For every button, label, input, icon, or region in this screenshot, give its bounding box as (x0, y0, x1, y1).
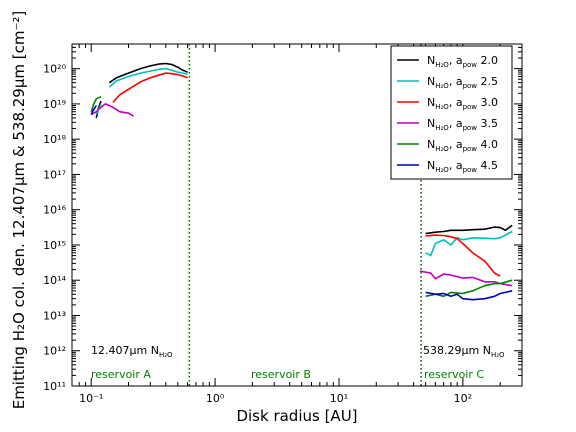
legend-subscript: H₂O (435, 61, 449, 69)
y-tick-label: 10¹⁴ (43, 274, 66, 287)
y-tick-label: 10¹³ (43, 309, 66, 322)
legend-text-part: N (427, 117, 435, 130)
y-tick-label: 10¹² (43, 345, 66, 358)
series-4 (90, 103, 513, 287)
legend-label: NH₂O, apow 2.0 (427, 54, 498, 69)
legend-text-part: N (427, 159, 435, 172)
series-line (90, 103, 135, 117)
left-wavelength-label: 12.407μm NH₂O (91, 344, 173, 359)
series-line (425, 230, 513, 257)
reservoir-label: reservoir A (91, 368, 151, 381)
right-wavelength-label-subscript: H₂O (491, 351, 505, 359)
series-line (108, 67, 188, 88)
legend-subscript: pow (463, 61, 478, 69)
series-6 (90, 105, 513, 301)
series-line (425, 279, 513, 298)
x-tick-label: 10⁻¹ (79, 392, 103, 405)
legend-subscript: H₂O (435, 145, 449, 153)
legend-entry: NH₂O, apow 4.5 (397, 159, 498, 174)
y-tick-label: 10¹¹ (43, 380, 66, 393)
legend-text-part: N (427, 96, 435, 109)
annotations: 12.407μm NH₂O 538.29μm NH₂O reservoir A res… (91, 344, 505, 381)
y-tick-label: 10¹⁷ (43, 168, 66, 181)
series-line (425, 224, 513, 235)
legend-entry: NH₂O, apow 2.5 (397, 75, 498, 90)
left-wavelength-label-subscript: H₂O (159, 351, 173, 359)
right-wavelength-label: 538.29μm NH₂O (423, 344, 505, 359)
legend-text-part: N (427, 54, 435, 67)
legend-entry: NH₂O, apow 4.0 (397, 138, 498, 153)
reservoir-label: reservoir B (251, 368, 311, 381)
legend-label: NH₂O, apow 3.0 (427, 96, 498, 111)
legend-label: NH₂O, apow 4.5 (427, 159, 498, 174)
legend-subscript: H₂O (435, 103, 449, 111)
legend-subscript: H₂O (435, 166, 449, 174)
legend-subscript: H₂O (435, 82, 449, 90)
legend-text-part: 2.5 (477, 75, 498, 88)
legend-entry: NH₂O, apow 3.0 (397, 96, 498, 111)
reservoir-label: reservoir C (424, 368, 484, 381)
series-line (90, 95, 102, 112)
legend-text-part: N (427, 138, 435, 151)
legend-subscript: pow (463, 145, 478, 153)
series-line (419, 270, 513, 287)
series-line (425, 234, 501, 277)
y-tick-label: 10¹⁸ (43, 133, 66, 146)
series-line (108, 62, 188, 84)
legend-text-part: , a (449, 75, 463, 88)
y-axis-label: Emitting H₂O col. den. 12.407μm & 538.29… (10, 11, 28, 410)
legend-subscript: pow (463, 166, 478, 174)
y-tick-label: 10¹⁵ (43, 239, 66, 252)
y-tick-label: 10¹⁹ (43, 98, 66, 111)
legend-label: NH₂O, apow 4.0 (427, 138, 498, 153)
legend-text-part: , a (449, 138, 463, 151)
legend-text-part: , a (449, 117, 463, 130)
legend-label: NH₂O, apow 2.5 (427, 75, 498, 90)
x-axis-label: Disk radius [AU] (236, 407, 357, 425)
legend-text-part: , a (449, 159, 463, 172)
series-line (112, 72, 188, 103)
legend-subscript: H₂O (435, 124, 449, 132)
legend-text-part: , a (449, 96, 463, 109)
legend-subscript: pow (463, 103, 478, 111)
series-5 (90, 95, 513, 298)
axes-layer: 10⁻¹ 10⁰ 10¹ 10² 10¹¹ 10¹² 10¹³ 10¹⁴ 10¹⁵ 10¹⁶ 10¹… (10, 11, 523, 425)
legend-entry: NH₂O, apow 3.5 (397, 117, 498, 132)
legend-box (390, 45, 513, 180)
series-3 (112, 72, 501, 277)
series-layer (90, 62, 513, 301)
legend-text-part: 4.0 (477, 138, 498, 151)
x-tick-label: 10¹ (330, 392, 348, 405)
y-tick-label: 10²⁰ (43, 63, 66, 76)
legend-text-part: N (427, 75, 435, 88)
legend-text-part: , a (449, 54, 463, 67)
legend-label: NH₂O, apow 3.5 (427, 117, 498, 132)
legend-text-part: 3.5 (477, 117, 498, 130)
legend-subscript: pow (463, 82, 478, 90)
legend-entry: NH₂O, apow 2.0 (397, 54, 498, 69)
legend-text-part: 3.0 (477, 96, 498, 109)
legend-text-part: 2.0 (477, 54, 498, 67)
legend-text-part: 4.5 (477, 159, 498, 172)
series-line (90, 105, 97, 115)
legend-subscript: pow (463, 124, 478, 132)
x-tick-label: 10² (454, 392, 472, 405)
y-tick-label: 10¹⁶ (43, 204, 66, 217)
series-line (425, 290, 513, 301)
x-tick-label: 10⁰ (206, 392, 225, 405)
